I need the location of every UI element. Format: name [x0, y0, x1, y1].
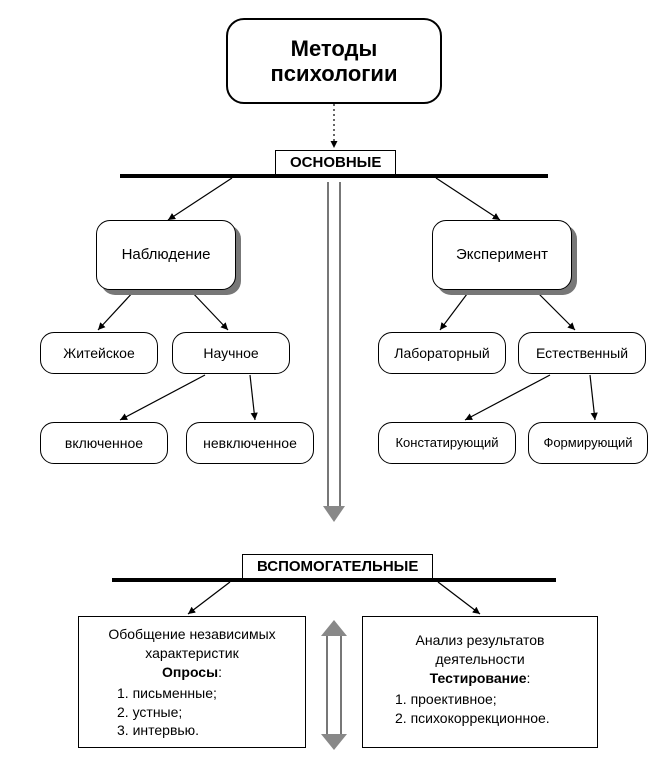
notincluded-label: невключенное: [203, 435, 297, 451]
node-everyday: Житейское: [40, 332, 158, 374]
node-laboratory: Лабораторный: [378, 332, 506, 374]
arrow-main-down: [323, 182, 345, 522]
laboratory-label: Лабораторный: [394, 345, 489, 361]
node-ascertaining: Констатирующий: [378, 422, 516, 464]
everyday-label: Житейское: [63, 345, 134, 361]
scientific-label: Научное: [203, 345, 258, 361]
node-not-included: невключенное: [186, 422, 314, 464]
forming-label: Формирующий: [543, 436, 632, 451]
natural-label: Естественный: [536, 345, 628, 361]
aux-left-line2: характеристик: [89, 644, 295, 663]
aux-right-item2: 2. психокоррекционное.: [395, 709, 587, 728]
node-forming: Формирующий: [528, 422, 648, 464]
aux-box-right: Анализ результатов деятельности Тестиров…: [362, 616, 598, 748]
aux-left-item3: 3. интервью.: [117, 721, 295, 740]
exp-label: Эксперимент: [456, 246, 548, 263]
aux-left-item1: 1. письменные;: [117, 684, 295, 703]
aux-right-heading: Тестирование: [430, 670, 527, 686]
root-line1: Методы: [271, 36, 398, 61]
aux-left-item2: 2. устные;: [117, 703, 295, 722]
node-natural: Естественный: [518, 332, 646, 374]
aux-box-left: Обобщение независимых характеристик Опро…: [78, 616, 306, 748]
node-experiment: Эксперимент: [432, 220, 572, 290]
aux-right-item1: 1. проективное;: [395, 690, 587, 709]
node-scientific: Научное: [172, 332, 290, 374]
included-label: включенное: [65, 435, 143, 451]
node-observation: Наблюдение: [96, 220, 236, 290]
arrow-aux-updown: [321, 620, 347, 750]
aux-right-line1: Анализ результатов: [373, 631, 587, 650]
ascertaining-label: Констатирующий: [395, 436, 498, 451]
aux-left-line1: Обобщение независимых: [89, 625, 295, 644]
obs-label: Наблюдение: [122, 246, 211, 263]
aux-left-heading: Опросы: [162, 664, 218, 680]
node-included: включенное: [40, 422, 168, 464]
cat2-label: ВСПОМОГАТЕЛЬНЫЕ: [242, 554, 433, 579]
cat1-label: ОСНОВНЫЕ: [275, 150, 396, 175]
node-root: Методы психологии: [226, 18, 442, 104]
root-line2: психологии: [271, 61, 398, 86]
aux-right-line2: деятельности: [373, 650, 587, 669]
